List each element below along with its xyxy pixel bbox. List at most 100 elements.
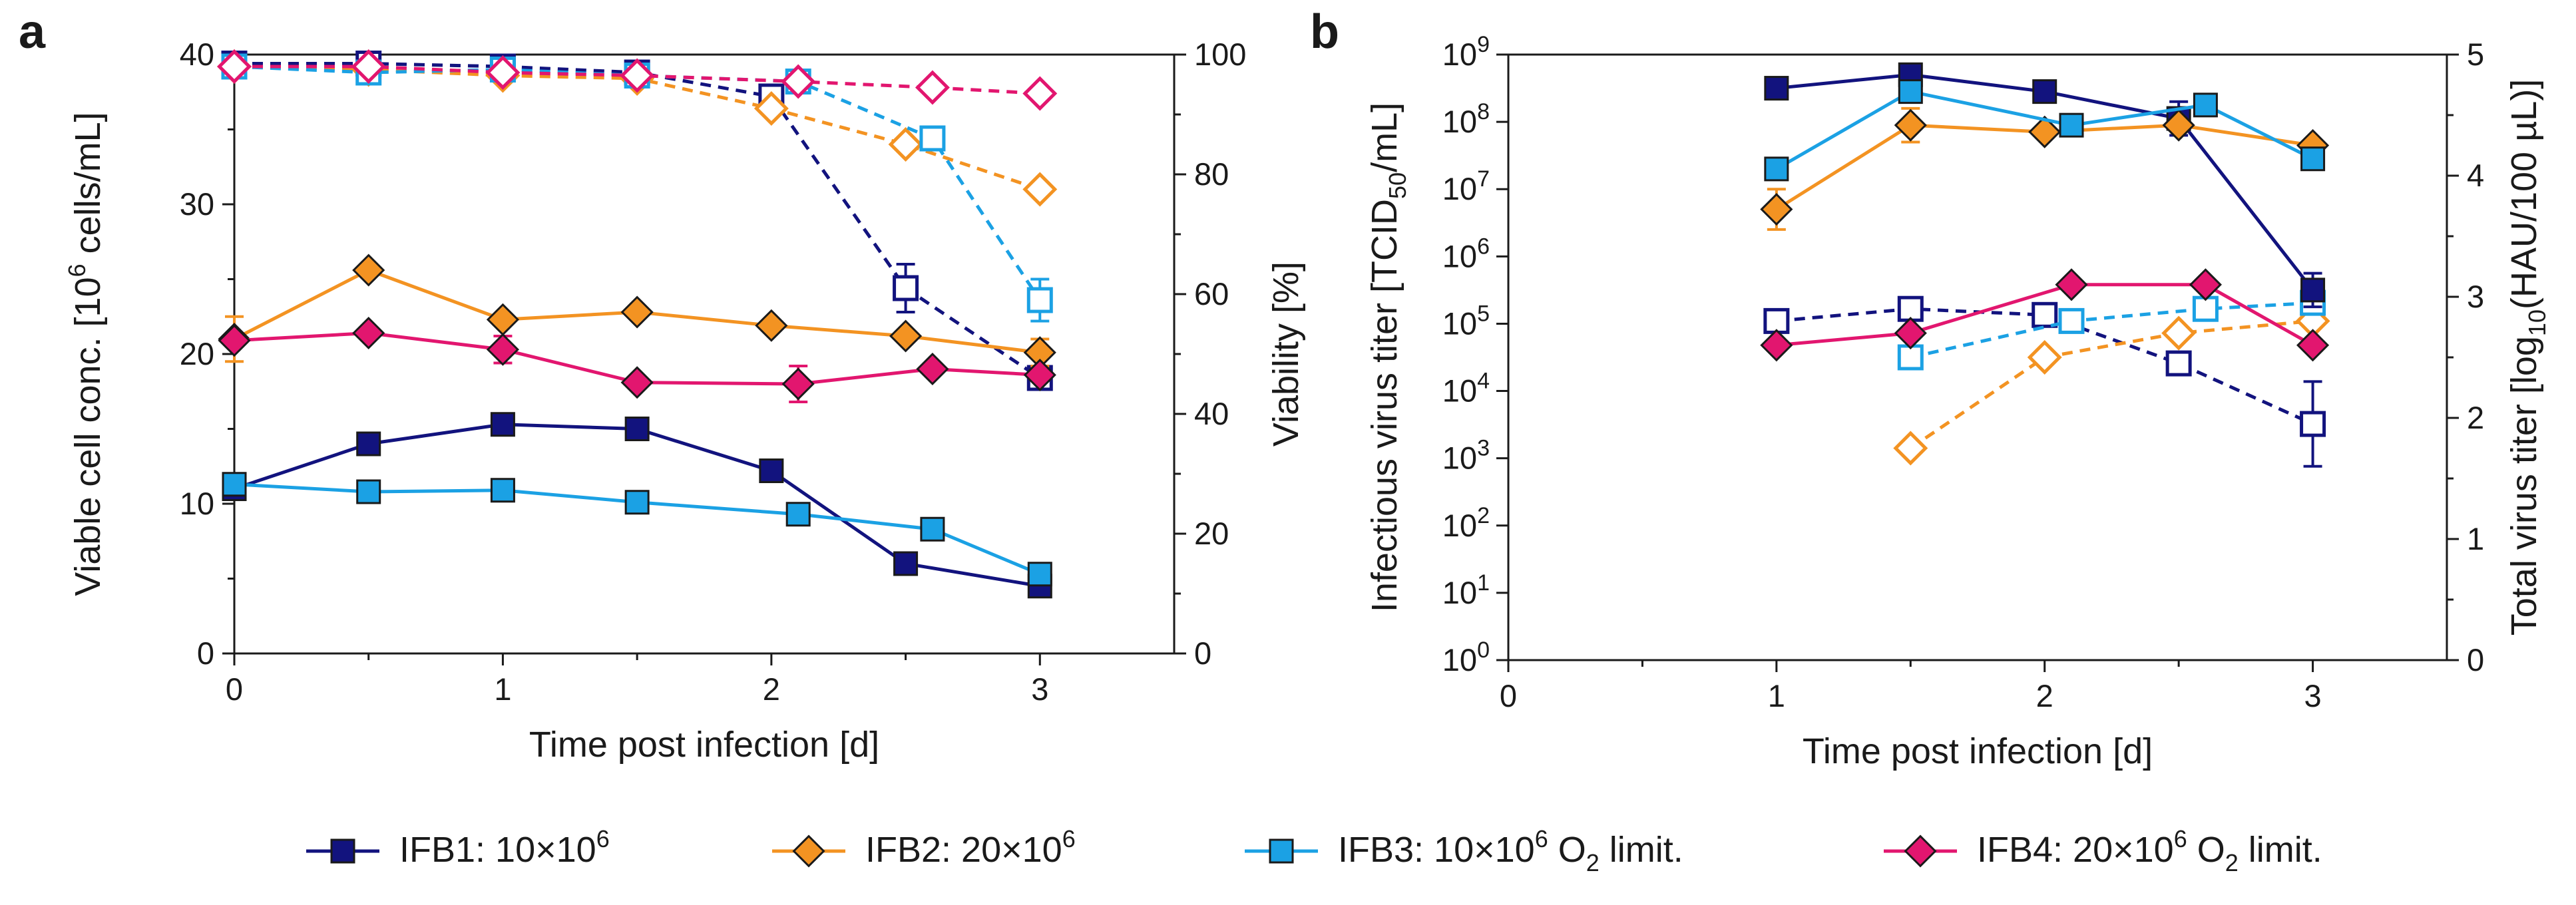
data-point [624, 417, 650, 441]
data-point [1897, 344, 1924, 371]
legend-text: limit. [2239, 830, 2322, 870]
data-point [2032, 79, 2057, 104]
data-point [485, 55, 521, 90]
legend-sup: 6 [596, 825, 610, 852]
legend-item-ifb2: IFB2: 20×106 [772, 825, 1076, 870]
legend-item-ifb1: IFB1: 10×106 [306, 825, 610, 870]
y-tick-label: 108 [1442, 99, 1490, 139]
tick-base: 10 [1442, 171, 1477, 206]
data-point [2028, 115, 2061, 148]
data-point [2032, 301, 2058, 328]
data-point [218, 324, 251, 357]
data-point [781, 367, 815, 401]
data-point [916, 352, 949, 386]
data-point [2161, 315, 2197, 351]
x-axis-label: Time post infection [d] [529, 725, 879, 765]
data-point [2296, 329, 2330, 362]
y2-tick-label: 0 [2467, 642, 2484, 677]
data-point [2300, 146, 2326, 172]
data-point [486, 303, 519, 336]
y2-axis-label: Viability [%] [1266, 262, 1306, 447]
legend-item-ifb3: IFB3: 10×106 O2 limit. [1245, 825, 1683, 876]
panel-letter: a [19, 5, 46, 59]
y2-tick-label: 4 [2467, 158, 2484, 193]
legend-sup: 6 [2174, 825, 2187, 852]
y2-label-text: Total virus titer [log [2504, 336, 2544, 635]
y2-tick-label: 5 [2467, 37, 2484, 72]
y2-axis-label: Total virus titer [log10(HAU/100 µL)] [2504, 79, 2551, 635]
legend-text: IFB4: 20×10 [1977, 830, 2174, 870]
data-point [759, 458, 784, 483]
y2-tick-label: 60 [1194, 276, 1229, 311]
legend-sup: 6 [1535, 825, 1548, 852]
tick-base: 10 [1442, 441, 1477, 476]
data-point [352, 254, 385, 287]
y2-tick-label: 40 [1194, 396, 1229, 431]
data-point [620, 58, 655, 93]
data-point [2162, 108, 2195, 142]
tick-base: 10 [1442, 642, 1477, 677]
data-point [624, 490, 650, 515]
data-point [1760, 192, 1793, 226]
y-tick-label: 30 [180, 186, 214, 222]
legend-text: O [1548, 830, 1586, 870]
data-point [1893, 431, 1928, 466]
data-point [2300, 277, 2326, 303]
y-tick-label: 10 [180, 486, 214, 521]
legend-marker [1904, 834, 1937, 868]
series-IFB1-left [1764, 62, 2326, 309]
tick-exponent: 8 [1477, 99, 1490, 124]
legend-text: IFB1: 10×10 [399, 830, 596, 870]
tick-exponent: 5 [1477, 301, 1490, 326]
x-tick-label: 3 [1031, 671, 1048, 707]
panel-letter: b [1310, 5, 1339, 59]
data-point [1894, 108, 1927, 142]
data-point [486, 333, 519, 366]
data-point [2165, 350, 2192, 377]
y2-tick-label: 100 [1194, 37, 1246, 72]
data-point [781, 64, 816, 99]
data-point [2055, 268, 2088, 301]
y-tick-label: 40 [180, 37, 214, 72]
y-label-text: Viable cell conc. [10 [68, 277, 108, 596]
panel-a: a 0 1 2 3 Time post infection [d] 0 10 20 30 40 0 20… [19, 5, 1306, 765]
data-point [1022, 172, 1058, 207]
x-tick-label: 2 [2036, 678, 2053, 713]
data-point [893, 275, 919, 301]
data-point [2027, 340, 2062, 375]
tick-exponent: 4 [1477, 369, 1490, 394]
tick-exponent: 3 [1477, 436, 1490, 461]
legend: IFB1: 10×106 IFB2: 20×106 IFB3: 10×106 O2 … [306, 825, 2322, 876]
legend-label: IFB2: 20×106 [865, 825, 1076, 870]
series-line [1909, 319, 2313, 450]
tick-exponent: 7 [1477, 166, 1490, 192]
data-point [889, 319, 923, 353]
legend-text: IFB3: 10×10 [1338, 830, 1535, 870]
data-point [2193, 92, 2218, 118]
data-point [753, 91, 789, 126]
data-point [217, 49, 252, 84]
data-point [1764, 156, 1789, 182]
y-tick-label: 107 [1442, 166, 1490, 206]
legend-marker [330, 838, 355, 864]
legend-label: IFB4: 20×106 O2 limit. [1977, 825, 2322, 876]
data-point [490, 412, 515, 437]
series-IFB3-left [1764, 79, 2326, 182]
tick-exponent: 1 [1477, 570, 1490, 596]
tick-exponent: 0 [1477, 637, 1490, 663]
y2-tick-label: 1 [2467, 521, 2484, 556]
data-point [1764, 76, 1789, 101]
data-point [2189, 268, 2222, 301]
x-tick-label: 0 [1500, 678, 1517, 713]
y-axis-label: Viable cell conc. [106 cells/mL] [63, 112, 108, 596]
data-point [919, 125, 946, 152]
series-IFB3-right [1897, 289, 2326, 371]
y2-tick-label: 2 [2467, 400, 2484, 435]
y2-tick-label: 0 [1194, 635, 1211, 671]
data-point [351, 49, 386, 84]
tick-exponent: 2 [1477, 503, 1490, 528]
y-label-text: Infectious virus titer [TCID [1365, 199, 1404, 612]
data-point [920, 516, 945, 542]
